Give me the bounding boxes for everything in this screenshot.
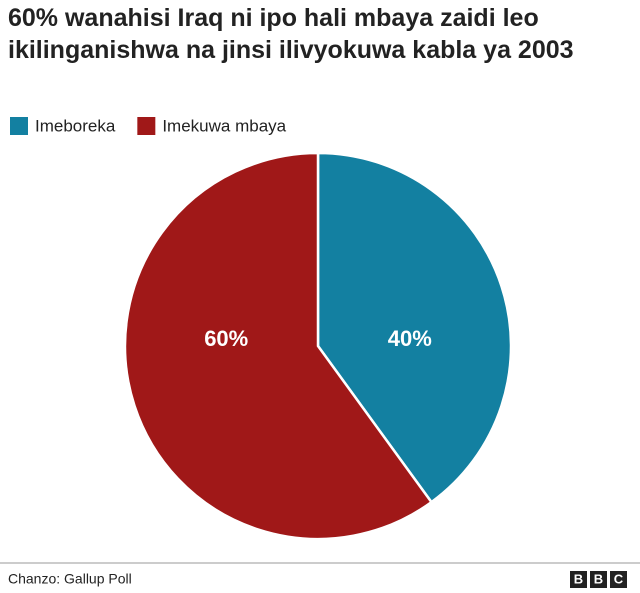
legend-swatch: [137, 117, 156, 135]
logo-box: [570, 571, 587, 588]
legend-label: Imekuwa mbaya: [162, 116, 286, 135]
title-box: 60% wanahisi Iraq ni ipo hali mbaya zaid…: [8, 4, 574, 64]
chart-title: 60% wanahisi Iraq ni ipo hali mbaya zaid…: [8, 4, 574, 64]
value-label: 60%: [204, 326, 248, 351]
logo-box: [590, 571, 607, 588]
pie-slice: [123, 151, 434, 541]
legend-label: Imeboreka: [35, 116, 116, 135]
logo-letter: B: [594, 571, 603, 586]
value-label: 40%: [388, 326, 432, 351]
legend-swatch: [10, 117, 28, 135]
source: Chanzo: Gallup Poll: [8, 571, 132, 587]
logo-letter: C: [614, 571, 624, 586]
pie-slice: [316, 151, 513, 504]
logo-box: [610, 571, 627, 588]
logo-letter: B: [574, 571, 583, 586]
